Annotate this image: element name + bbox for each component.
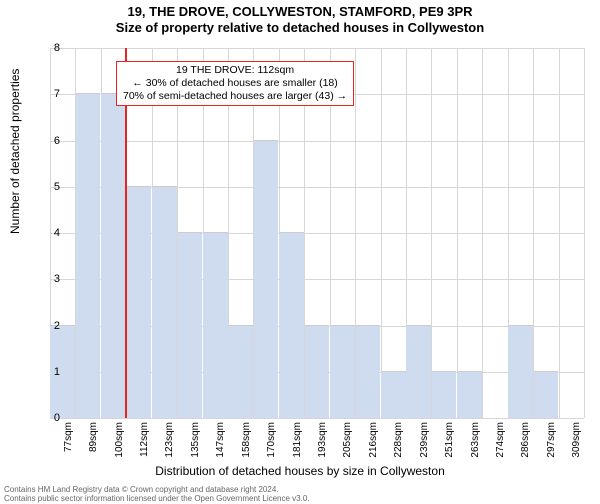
bar [432, 371, 457, 418]
x-tick-label: 309sqm [571, 422, 582, 462]
x-tick-label: 239sqm [419, 422, 430, 462]
bar [178, 232, 203, 418]
x-tick-label: 263sqm [470, 422, 481, 462]
bar [254, 140, 279, 419]
bar [508, 325, 533, 419]
bar [457, 371, 482, 418]
y-tick-label: 5 [40, 181, 60, 193]
plot-area: 19 THE DROVE: 112sqm← 30% of detached ho… [50, 48, 584, 418]
y-tick-label: 0 [40, 412, 60, 424]
y-tick-label: 1 [40, 366, 60, 378]
gridline-h [50, 48, 584, 49]
y-tick-label: 7 [40, 88, 60, 100]
x-tick-label: 286sqm [520, 422, 531, 462]
x-tick-label: 170sqm [266, 422, 277, 462]
chart-title-subtitle: Size of property relative to detached ho… [0, 20, 600, 36]
bar [76, 93, 101, 418]
gridline-v [431, 48, 432, 418]
bar [203, 232, 228, 418]
annotation-line: 70% of semi-detached houses are larger (… [123, 90, 347, 103]
x-tick-label: 77sqm [63, 422, 74, 462]
x-tick-label: 251sqm [444, 422, 455, 462]
x-tick-label: 112sqm [139, 422, 150, 462]
gridline-v [533, 48, 534, 418]
bar [305, 325, 330, 419]
annotation-box: 19 THE DROVE: 112sqm← 30% of detached ho… [116, 61, 354, 106]
x-tick-label: 100sqm [114, 422, 125, 462]
y-tick-label: 4 [40, 227, 60, 239]
x-tick-label: 147sqm [215, 422, 226, 462]
chart-title-address: 19, THE DROVE, COLLYWESTON, STAMFORD, PE… [0, 4, 600, 20]
y-axis-label: Number of detached properties [8, 69, 22, 234]
bar [152, 186, 177, 418]
x-tick-label: 228sqm [393, 422, 404, 462]
x-tick-label: 297sqm [546, 422, 557, 462]
bar [330, 325, 355, 419]
y-tick-label: 2 [40, 320, 60, 332]
footer-line2: Contains public sector information licen… [4, 494, 310, 503]
bar [127, 186, 152, 418]
x-tick-label: 205sqm [342, 422, 353, 462]
annotation-line: 19 THE DROVE: 112sqm [123, 64, 347, 77]
annotation-line: ← 30% of detached houses are smaller (18… [123, 77, 347, 90]
gridline-h [50, 418, 584, 419]
footer-attribution: Contains HM Land Registry data © Crown c… [4, 485, 310, 503]
x-tick-label: 181sqm [292, 422, 303, 462]
footer-line1: Contains HM Land Registry data © Crown c… [4, 485, 310, 494]
bar [228, 325, 253, 419]
bar [279, 232, 304, 418]
gridline-v [457, 48, 458, 418]
x-tick-label: 89sqm [88, 422, 99, 462]
bar [406, 325, 431, 419]
chart-container: 19, THE DROVE, COLLYWESTON, STAMFORD, PE… [0, 4, 600, 504]
x-tick-label: 193sqm [317, 422, 328, 462]
x-tick-label: 216sqm [368, 422, 379, 462]
bar [381, 371, 406, 418]
gridline-v [559, 48, 560, 418]
bar [534, 371, 559, 418]
gridline-v [584, 48, 585, 418]
bar [101, 93, 126, 418]
y-tick-label: 3 [40, 273, 60, 285]
x-tick-label: 274sqm [495, 422, 506, 462]
y-tick-label: 8 [40, 42, 60, 54]
x-axis-label: Distribution of detached houses by size … [0, 464, 600, 478]
y-tick-label: 6 [40, 135, 60, 147]
x-tick-label: 135sqm [190, 422, 201, 462]
x-tick-label: 158sqm [241, 422, 252, 462]
bar [356, 325, 381, 419]
gridline-h [50, 141, 584, 142]
gridline-v [381, 48, 382, 418]
x-tick-label: 123sqm [164, 422, 175, 462]
gridline-v [482, 48, 483, 418]
